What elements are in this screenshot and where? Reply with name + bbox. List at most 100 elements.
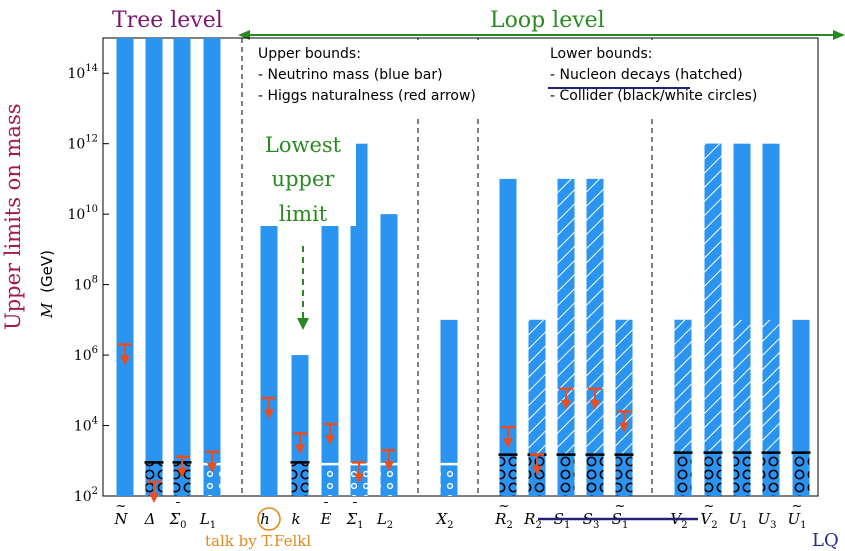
neutrino-bar [260,214,278,496]
lq-label: LQ [812,530,839,551]
legend-lower-item-1: - Nucleon decays (hatched) [550,67,743,83]
bar-group [614,319,634,496]
plot-frame [102,37,819,497]
annotation-line-3: limit [279,202,328,226]
collider-region [440,464,458,496]
y-tick-label: 106 [74,345,98,364]
collider-region [291,462,309,496]
neutrino-bar [116,38,134,496]
higgs-arrow-head [207,462,217,473]
y-tick-label: 1012 [67,134,98,153]
higgs-arrow-head [384,461,394,472]
bar-group [703,143,723,496]
neutrino-bar [350,143,368,496]
bars-layer [116,38,811,503]
neutrino-bar [440,319,458,496]
bar-group [732,143,752,496]
loop-level-header: Loop level [490,8,605,33]
y-outer-title: Upper limits on mass [1,103,25,330]
y-tick-label: 102 [74,486,98,505]
higgs-arrow-head [532,465,542,476]
x-tick-accent: ~ [792,499,803,514]
collider-region [615,454,633,496]
bar-group [144,38,164,503]
x-tick-label: N [113,510,128,528]
collider-region [380,464,398,496]
legend-upper-title: Upper bounds: [258,46,361,62]
collider-region [733,452,751,496]
x-tick-accent: ~ [116,499,127,514]
circled-marker [257,507,281,531]
collider-region [203,464,221,496]
x-tick-label: h [260,510,270,528]
higgs-arrow-head [264,409,274,420]
annotation-line-1: Lowest [265,133,342,157]
higgs-arrow-head [149,492,159,503]
legend-upper-bg [252,40,514,116]
x-tick-label: Σ1 [346,510,364,531]
y-tick-label: 1014 [67,63,98,82]
higgs-arrow-head [590,399,600,410]
x-tick-label: S1 [554,510,571,531]
neutrino-bar [145,38,163,496]
bar-group [116,38,134,496]
bar-group [761,143,781,496]
nucleon-decay-hatch [557,178,575,496]
bar-group [585,178,605,496]
neutrino-bar [291,355,309,496]
x-tick-label: S3 [583,510,600,531]
x-tick-label: V2 [670,510,687,531]
bar-group [172,38,192,496]
x-tick-label: L1 [199,510,216,531]
collider-region [321,464,339,496]
bar-group [260,214,278,496]
x-tick-label: Σ0 [169,510,187,531]
x-tick-accent: ~ [615,499,626,514]
bar-group [202,38,222,496]
x-tick-label: U1 [787,510,806,531]
neutrino-bar [321,214,339,496]
x-tick-accent: ~ [704,499,715,514]
x-tick-accent: ¯ [323,501,330,516]
bar-group [527,319,547,496]
x-tick-label: U1 [728,510,747,531]
collider-region [674,452,692,496]
annotation-bg [250,128,356,226]
higgs-arrow-head [619,422,629,433]
higgs-arrow-head [120,355,130,366]
higgs-arrow-head [503,438,513,449]
neutrino-bar [203,38,221,496]
bar-group [556,178,576,496]
nucleon-decay-hatch [704,143,722,496]
neutrino-bar [499,178,517,496]
bar-group [290,355,310,496]
collider-region [173,462,191,496]
x-tick-label: L2 [376,510,393,531]
y-tick-label: 104 [74,416,98,435]
collider-region [586,454,604,496]
x-tick-accent: ¯ [352,501,359,516]
bar-group [439,319,459,496]
nucleon-decay-hatch [586,178,604,496]
neutrino-bar [173,38,191,496]
bar-group [379,214,399,496]
bar-group [673,319,693,496]
bar-group [791,319,811,496]
neutrino-bar [380,214,398,496]
higgs-arrow-head [354,473,364,484]
higgs-arrow-head [177,467,187,478]
legend-lower-item-2: - Collider (black/white circles) [550,88,757,104]
y-inner-label: M (GeV) [38,250,56,319]
x-tick-label: R2 [494,510,513,531]
nucleon-decay-hatch [528,319,546,496]
y-ticks: 102 104 106 108 1010 1012 1014 [67,63,109,505]
higgs-arrow-head [295,444,305,455]
x-tick-label: Δ [144,510,156,528]
higgs-arrow-head [325,435,335,446]
x-tick-label: X2 [435,510,453,531]
legend-lower-title: Lower bounds: [550,46,652,62]
legend-upper-item-1: - Neutrino mass (blue bar) [258,67,443,83]
higgs-arrow-head [561,399,571,410]
bar-group [349,143,369,496]
